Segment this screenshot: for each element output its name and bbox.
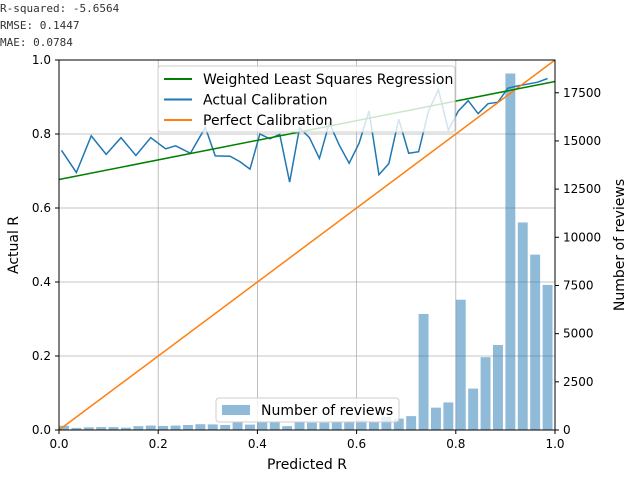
review-bar (282, 426, 293, 430)
review-bar (170, 425, 181, 430)
mae-text: MAE: 0.0784 (0, 36, 73, 49)
x-tick-label: 0.4 (248, 437, 267, 451)
review-bar (493, 345, 503, 430)
review-bar (344, 421, 355, 430)
y2-tick-label: 2500 (563, 375, 594, 389)
x-tick-label: 0.0 (49, 437, 68, 451)
review-bar (369, 421, 379, 430)
x-tick-label: 0.8 (446, 437, 465, 451)
y2-tick-label: 12500 (563, 182, 601, 196)
legend-box (157, 65, 456, 133)
y2-axis-ticks: 0 2500 5000 7500 10000 12500 15000 17500 (555, 86, 601, 437)
review-bar (517, 222, 528, 430)
review-bar (381, 416, 392, 430)
review-bar (121, 427, 131, 430)
review-bar (145, 425, 156, 430)
review-bar (133, 426, 144, 430)
x-tick-label: 0.6 (347, 437, 366, 451)
y2-tick-label: 0 (563, 423, 571, 437)
y-tick-label: 0.8 (32, 127, 51, 141)
review-bar (542, 284, 553, 430)
stats-panel: R-squared: -5.6564 RMSE: 0.1447 MAE: 0.0… (0, 0, 119, 51)
review-bar (195, 424, 206, 430)
review-bar (158, 425, 169, 430)
review-bar (232, 421, 243, 430)
review-bar (331, 421, 342, 430)
review-bar (443, 402, 454, 430)
y2-axis-label: Number of reviews (612, 179, 628, 311)
review-bar (59, 425, 69, 430)
review-bar (418, 313, 429, 430)
x-axis-ticks: 0.0 0.2 0.4 0.6 0.8 1.0 (49, 430, 565, 451)
review-bar (294, 422, 305, 430)
review-bar (245, 424, 255, 430)
legend-bars-label: Number of reviews (261, 403, 393, 419)
legend-bars: Number of reviews (215, 397, 400, 423)
review-bar (71, 427, 82, 430)
review-bar (269, 421, 280, 430)
review-bar (505, 73, 516, 430)
y-tick-label: 0.0 (32, 423, 51, 437)
review-bar (83, 427, 94, 430)
y-axis-label: Actual R (6, 216, 22, 274)
review-bar (183, 424, 193, 430)
review-bar (530, 254, 541, 430)
review-bar (393, 418, 404, 430)
y-axis-ticks: 0.0 0.2 0.4 0.6 0.8 1.0 (32, 53, 59, 437)
x-tick-label: 0.2 (149, 437, 168, 451)
perfect-calibration-line (58, 59, 556, 431)
review-bars (59, 73, 553, 430)
legend-perfect-label: Perfect Calibration (203, 113, 333, 129)
review-bar (431, 407, 441, 430)
plot-frame (58, 59, 556, 431)
y-tick-label: 1.0 (32, 53, 51, 67)
r-squared-text: R-squared: -5.6564 (0, 2, 120, 15)
legend-bars-box (215, 397, 400, 423)
y2-tick-label: 17500 (563, 86, 601, 100)
legend-lines: Weighted Least Squares Regression Actual … (157, 65, 456, 133)
review-bar (108, 427, 119, 430)
review-bar (480, 357, 491, 430)
review-bar (356, 420, 367, 430)
review-bar (207, 424, 218, 430)
review-bar (468, 388, 479, 430)
y2-tick-label: 15000 (563, 134, 601, 148)
y-tick-label: 0.2 (32, 349, 51, 363)
review-bar (220, 424, 231, 430)
x-tick-label: 1.0 (545, 437, 564, 451)
review-bar (406, 416, 417, 430)
y-tick-label: 0.6 (32, 201, 51, 215)
review-bar (96, 427, 107, 430)
review-bar (307, 422, 317, 430)
y2-tick-label: 7500 (563, 278, 594, 292)
review-bar (319, 422, 330, 430)
legend-actual-label: Actual Calibration (203, 93, 327, 109)
y2-tick-label: 5000 (563, 327, 594, 341)
y-tick-label: 0.4 (32, 275, 51, 289)
legend-bars-swatch (222, 405, 250, 415)
y2-tick-label: 10000 (563, 230, 601, 244)
review-bar (257, 422, 268, 430)
rmse-text: RMSE: 0.1447 (0, 19, 80, 32)
review-bar (455, 299, 466, 430)
x-axis-label: Predicted R (267, 457, 347, 473)
legend-regression-label: Weighted Least Squares Regression (203, 72, 453, 88)
